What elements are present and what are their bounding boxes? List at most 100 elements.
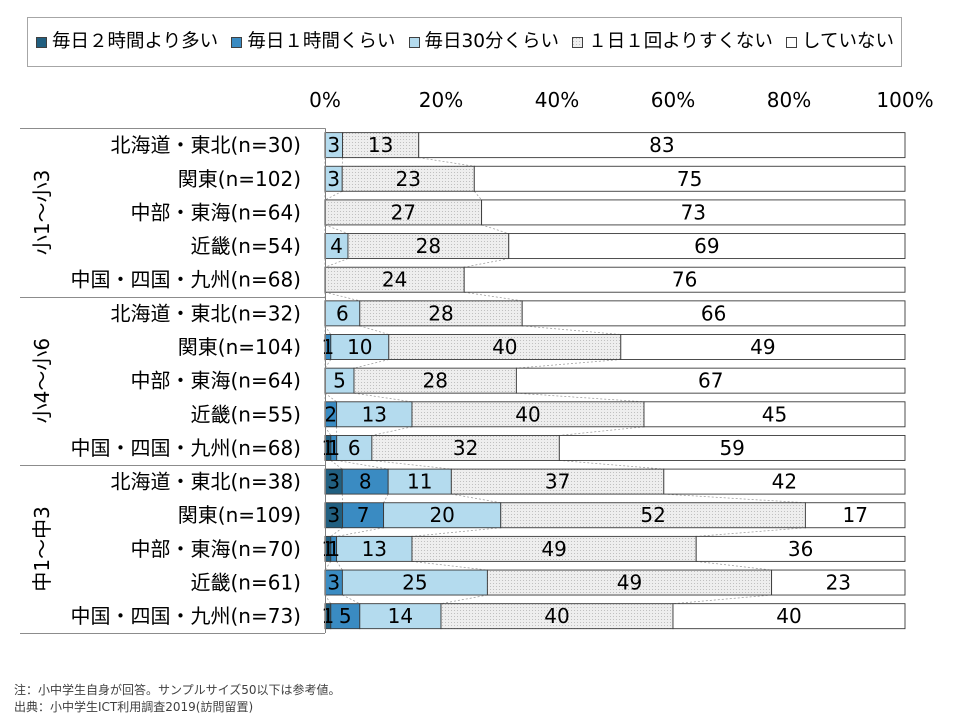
bar-segment bbox=[347, 233, 510, 260]
category-label: 近畿(n=54) bbox=[191, 234, 302, 258]
data-label: 32 bbox=[453, 436, 478, 460]
data-label: 13 bbox=[362, 537, 387, 561]
bar-segment bbox=[330, 603, 361, 630]
data-label: 40 bbox=[776, 604, 801, 628]
category-label: 北海道・東北(n=30) bbox=[111, 133, 302, 157]
series-line bbox=[411, 561, 488, 571]
legend-item-about-30-minutes: 毎日30分くらい bbox=[408, 32, 559, 52]
bar-segment bbox=[359, 603, 442, 630]
series-line bbox=[696, 527, 806, 537]
bar-segment bbox=[558, 434, 906, 461]
bars bbox=[324, 132, 906, 630]
category-label: 中部・東海(n=70) bbox=[131, 537, 302, 561]
bar-segment bbox=[450, 468, 665, 495]
category-label: 北海道・東北(n=38) bbox=[111, 470, 302, 494]
series-line bbox=[330, 460, 343, 470]
data-label: 40 bbox=[515, 402, 540, 426]
group-separators bbox=[20, 128, 325, 634]
series-line bbox=[324, 258, 349, 268]
series-line bbox=[464, 258, 509, 268]
data-label: 1 bbox=[322, 335, 335, 359]
x-tick-label: 0% bbox=[309, 88, 341, 112]
data-label: 52 bbox=[640, 503, 665, 527]
series-line bbox=[411, 527, 501, 537]
series-line bbox=[672, 594, 772, 605]
data-label: 20 bbox=[429, 503, 454, 527]
category-label: 中国・四国・九州(n=68) bbox=[71, 436, 302, 460]
bar-segment bbox=[672, 603, 906, 630]
series-lines bbox=[324, 157, 806, 605]
series-line bbox=[516, 359, 621, 369]
bar-segment bbox=[387, 468, 452, 495]
series-line bbox=[324, 190, 343, 201]
data-label: 24 bbox=[382, 268, 407, 292]
series-line bbox=[324, 224, 349, 234]
series-line bbox=[342, 594, 360, 605]
bar-segment bbox=[695, 535, 906, 562]
legend: 毎日２時間より多い 毎日１時間くらい 毎日30分くらい １日１回よりすくない し… bbox=[27, 17, 902, 67]
legend-item-not-using: していない bbox=[786, 32, 894, 52]
group-labels: 小1～小3 小4～小6 中1～中3 bbox=[30, 170, 54, 592]
series-line bbox=[330, 527, 343, 537]
bar-segment bbox=[620, 334, 906, 360]
series-line bbox=[371, 426, 413, 436]
bar-segment bbox=[330, 334, 390, 360]
data-label: 36 bbox=[788, 537, 813, 561]
x-tick-label: 80% bbox=[767, 88, 811, 112]
data-label: 59 bbox=[719, 436, 744, 460]
bar-segment bbox=[388, 334, 622, 360]
series-line bbox=[696, 561, 772, 571]
data-label: 4 bbox=[330, 234, 343, 258]
legend-swatch bbox=[408, 36, 420, 48]
data-label: 3 bbox=[327, 167, 340, 191]
data-label: 28 bbox=[416, 234, 441, 258]
data-label: 76 bbox=[672, 268, 697, 292]
bar-segment bbox=[371, 434, 560, 461]
data-label: 5 bbox=[333, 369, 346, 393]
data-label: 13 bbox=[362, 402, 387, 426]
legend-label: 毎日２時間より多い bbox=[52, 30, 219, 52]
data-label: 7 bbox=[357, 503, 370, 527]
category-label: 関東(n=109) bbox=[178, 503, 301, 527]
data-label: 75 bbox=[677, 167, 702, 191]
data-label: 10 bbox=[347, 335, 372, 359]
series-line bbox=[481, 224, 509, 234]
bar-segment bbox=[481, 199, 906, 226]
data-label: 1 bbox=[322, 436, 335, 460]
bar-segment bbox=[515, 367, 906, 394]
data-label: 83 bbox=[649, 133, 674, 157]
bar-segment bbox=[521, 300, 906, 327]
bar-segment bbox=[500, 502, 806, 529]
category-label: 中部・東海(n=64) bbox=[131, 200, 302, 224]
group-label: 小4～小6 bbox=[30, 338, 54, 423]
legend-swatch bbox=[231, 36, 243, 48]
series-line bbox=[522, 325, 621, 335]
bar-segment bbox=[643, 401, 906, 428]
series-line bbox=[516, 392, 645, 403]
data-label: 69 bbox=[694, 234, 719, 258]
series-line bbox=[336, 561, 343, 571]
category-labels: 北海道・東北(n=30) 関東(n=102) 中部・東海(n=64) 近畿(n=54)… bbox=[71, 133, 302, 628]
legend-label: 毎日１時間くらい bbox=[247, 30, 396, 52]
data-label: 40 bbox=[492, 335, 517, 359]
data-label: 23 bbox=[826, 571, 851, 595]
data-label: 3 bbox=[327, 571, 340, 595]
series-line bbox=[336, 527, 384, 537]
series-line bbox=[359, 325, 389, 335]
category-label: 関東(n=102) bbox=[178, 167, 301, 191]
bar-segment bbox=[336, 401, 413, 428]
x-tick-label: 100% bbox=[876, 88, 933, 112]
x-tick-label: 60% bbox=[651, 88, 695, 112]
category-label: 中国・四国・九州(n=68) bbox=[71, 268, 302, 292]
bar-segment bbox=[463, 266, 906, 293]
category-label: 近畿(n=61) bbox=[191, 571, 302, 595]
group-label: 中1～中3 bbox=[30, 506, 54, 591]
bar-segment bbox=[342, 502, 385, 529]
bar-segment bbox=[336, 434, 373, 461]
series-line bbox=[336, 460, 389, 470]
series-line bbox=[353, 359, 389, 369]
category-label: 関東(n=104) bbox=[178, 335, 301, 359]
x-tick-label: 20% bbox=[419, 88, 463, 112]
